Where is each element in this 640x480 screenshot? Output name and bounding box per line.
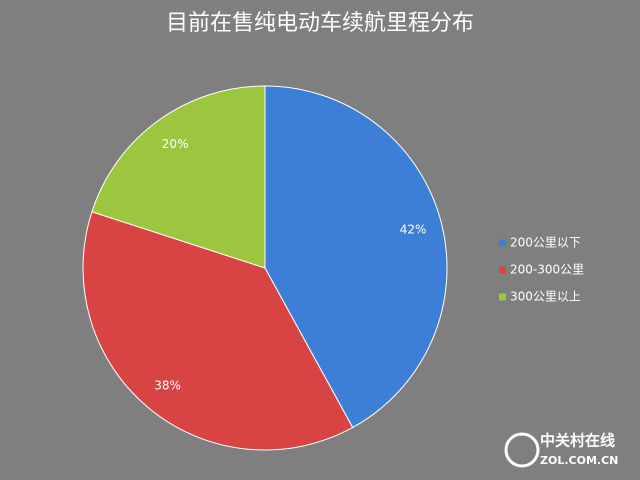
watermark-name: 中关村在线 <box>540 432 615 450</box>
pie-slice <box>264 85 448 429</box>
watermark: 中关村在线 ZOL.COM.CN <box>504 432 618 468</box>
chart-title: 目前在售纯电动车续航里程分布 <box>166 11 474 36</box>
legend-entry: 200-300公里 <box>510 263 584 277</box>
pie-slice <box>91 85 266 269</box>
legend-entry: 300公里以上 <box>510 290 581 304</box>
legend-marker <box>499 293 506 301</box>
watermark-site: ZOL.COM.CN <box>540 454 618 467</box>
watermark-logo <box>504 432 540 468</box>
legend-marker <box>499 239 506 247</box>
legend-marker <box>499 266 506 274</box>
data-label: 20% <box>162 137 189 151</box>
pie-slice <box>82 211 354 451</box>
data-label: 38% <box>154 378 181 392</box>
legend-entry: 200公里以下 <box>510 236 581 250</box>
data-label: 42% <box>400 222 427 236</box>
